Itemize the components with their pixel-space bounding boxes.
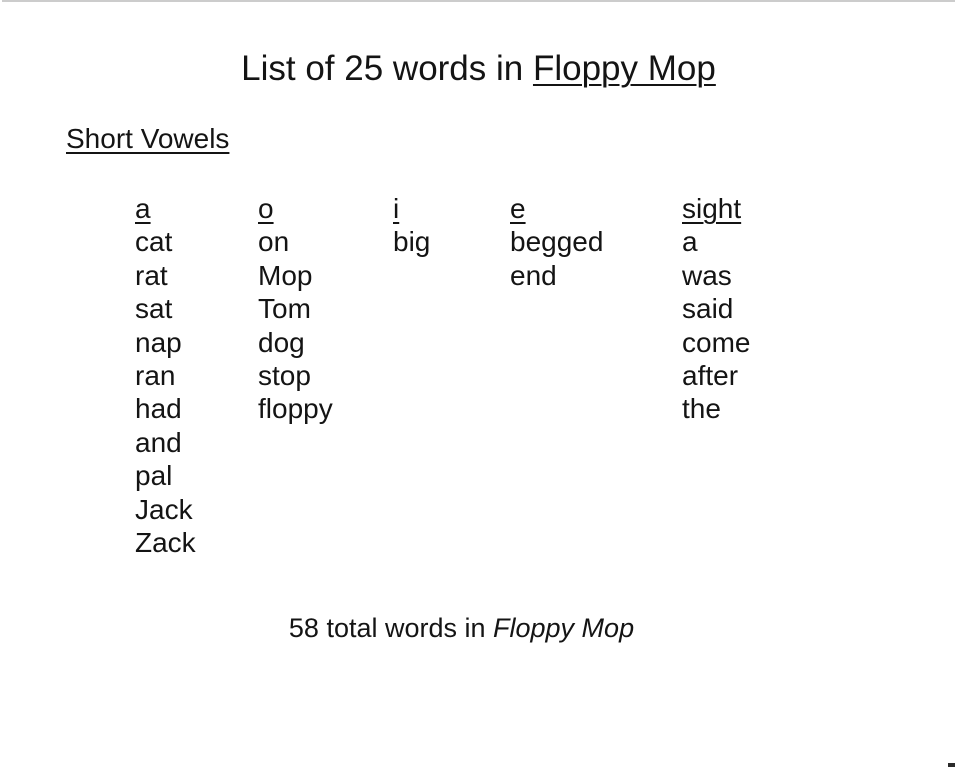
column-header: sight [682, 193, 742, 224]
word-item: a [682, 226, 698, 258]
footer-book-name: Floppy Mop [493, 613, 635, 643]
top-border-line [2, 0, 955, 2]
column-header: a [135, 193, 151, 224]
word-item: after [682, 360, 739, 392]
column-header: e [510, 193, 526, 224]
word-item: Mop [258, 259, 313, 291]
word-item: on [258, 226, 290, 258]
column-header: i [393, 193, 400, 224]
page-title: List of 25 words in Floppy Mop [0, 49, 957, 89]
word-item: end [510, 259, 557, 291]
word-item: nap [135, 326, 182, 358]
word-column-e: e begged end [510, 192, 682, 292]
word-item: cat [135, 226, 173, 258]
word-item: stop [258, 360, 311, 392]
footer-text: 58 total words in [288, 613, 494, 643]
column-header: o [258, 193, 274, 224]
word-item: and [135, 426, 182, 458]
word-item: come [682, 326, 751, 358]
corner-artifact [948, 763, 955, 767]
word-column-o: o on Mop Tom dog stop floppy [258, 192, 393, 426]
word-item: ran [135, 360, 176, 392]
word-item: Zack [135, 527, 196, 559]
word-item: sat [135, 293, 173, 325]
word-item: rat [135, 259, 168, 291]
word-item: Tom [258, 293, 311, 325]
footer-note: 58 total words in Floppy Mop [0, 613, 940, 644]
word-item: big [393, 226, 431, 258]
title-text: List of 25 words in [241, 49, 533, 88]
word-column-a: a cat rat sat nap ran had and pal Jack Z… [135, 192, 258, 559]
word-item: the [682, 393, 721, 425]
word-column-sight: sight a was said come after the [682, 192, 750, 426]
word-item: Jack [135, 493, 193, 525]
word-item: had [135, 393, 182, 425]
word-column-i: i big [393, 192, 510, 259]
word-columns: a cat rat sat nap ran had and pal Jack Z… [135, 192, 750, 559]
word-item: begged [510, 226, 604, 258]
word-item: was [682, 259, 732, 291]
section-heading: Short Vowels [66, 123, 230, 154]
word-item: said [682, 293, 734, 325]
word-item: pal [135, 460, 173, 492]
title-book-name: Floppy Mop [532, 49, 716, 88]
word-item: floppy [258, 393, 333, 425]
word-item: dog [258, 326, 305, 358]
